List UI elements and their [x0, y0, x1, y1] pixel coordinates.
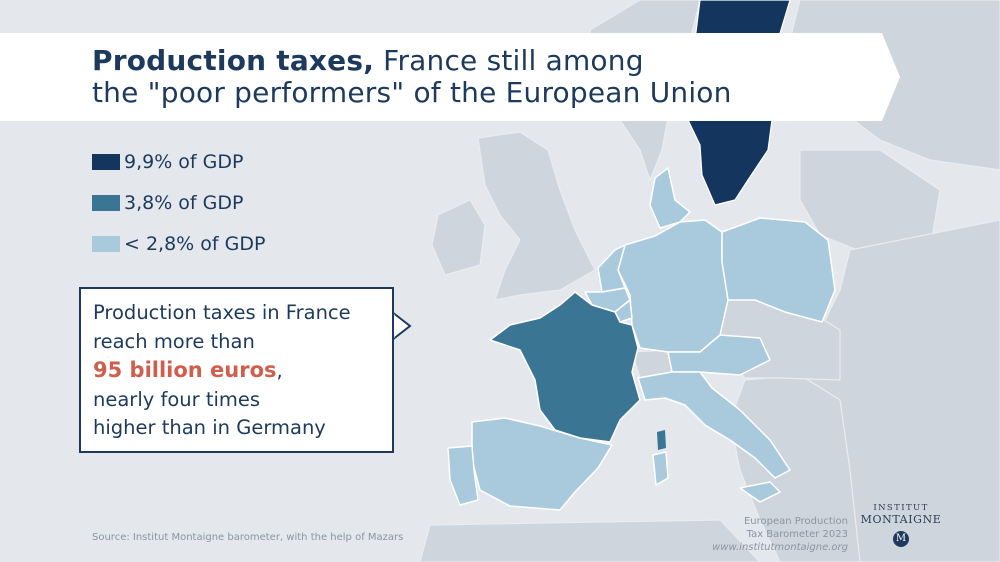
callout-pointer [391, 309, 412, 343]
title-line2: the "poor performers" of the European Un… [92, 76, 732, 109]
callout-box: Production taxes in France reach more th… [79, 287, 394, 453]
legend-label-low: < 2,8% of GDP [124, 233, 266, 255]
uk-land [477, 131, 596, 301]
low-tax-countries [447, 167, 836, 511]
title-line1-rest: France still among [374, 44, 644, 77]
callout-line4: nearly four times [93, 387, 261, 411]
website-link[interactable]: www.institutmontaigne.org [712, 542, 848, 553]
title-banner [0, 33, 900, 121]
legend-label-mid: 3,8% of GDP [124, 192, 244, 214]
barometer-credit: European Production Tax Barometer 2023 w… [700, 515, 848, 554]
balkans-land [729, 374, 861, 562]
island-sicily [739, 481, 781, 503]
legend-item-mid: 3,8% of GDP [92, 192, 265, 214]
logo-line1: INSTITUT [873, 503, 929, 513]
callout-line2: reach more than [93, 329, 255, 353]
north-africa-land [419, 519, 761, 562]
country-italy [637, 371, 791, 479]
legend-swatch-low [92, 236, 120, 252]
logo-line2: MONTAIGNE [860, 513, 942, 526]
legend-swatch-high [92, 154, 120, 170]
country-portugal [447, 445, 479, 506]
barometer-line2: Tax Barometer 2023 [746, 529, 848, 540]
country-france [489, 291, 641, 443]
callout-highlight: 95 billion euros [93, 358, 277, 382]
island-sardinia [652, 451, 669, 486]
barometer-line1: European Production [743, 516, 848, 527]
callout-line3: 95 billion euros, [93, 356, 380, 386]
legend: 9,9% of GDP 3,8% of GDP < 2,8% of GDP [92, 151, 266, 275]
legend-swatch-mid [92, 195, 120, 211]
callout-highlight-suffix: , [276, 359, 283, 382]
source-note: Source: Institut Montaigne barometer, wi… [92, 532, 404, 543]
island-corsica [657, 430, 666, 450]
logo-seal-icon: M [893, 531, 909, 547]
callout-line1: Production taxes in France [93, 301, 351, 324]
title-bold: Production taxes, [92, 44, 375, 77]
page-title: Production taxes, France still among the… [92, 45, 732, 109]
country-denmark [649, 167, 691, 229]
legend-item-high: 9,9% of GDP [92, 151, 265, 173]
country-spain [471, 417, 613, 511]
legend-item-low: < 2,8% of GDP [92, 233, 266, 255]
legend-label-high: 9,9% of GDP [124, 151, 244, 173]
country-poland [721, 217, 836, 323]
ireland-land [431, 199, 486, 276]
callout-line5: higher than in Germany [93, 416, 326, 439]
institut-montaigne-logo: INSTITUT MONTAIGNE M [858, 503, 944, 547]
